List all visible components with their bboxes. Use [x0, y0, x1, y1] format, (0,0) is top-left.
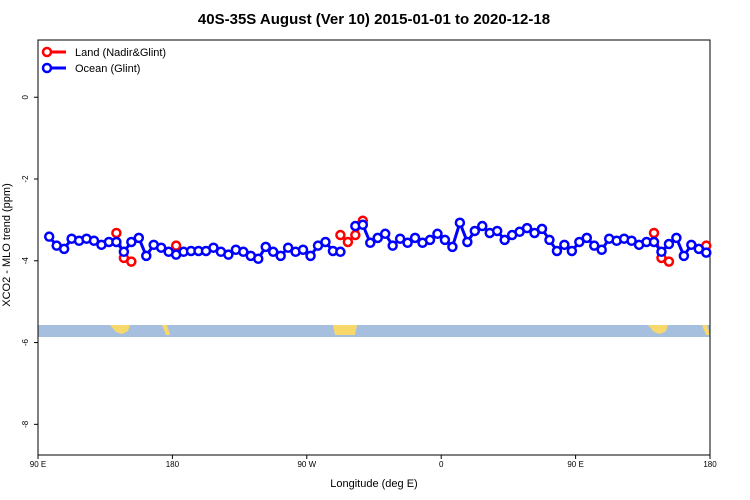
- data-point: [282, 242, 294, 253]
- data-point: [170, 240, 182, 251]
- data-point: [58, 243, 70, 255]
- data-point: [544, 234, 555, 246]
- x-tick-label: 180: [166, 460, 180, 469]
- data-point: [499, 234, 510, 246]
- data-point: [701, 247, 712, 258]
- data-point: [648, 227, 660, 239]
- data-point: [574, 236, 585, 248]
- data-point: [536, 223, 548, 235]
- data-point: [394, 233, 406, 244]
- data-point: [342, 236, 354, 248]
- data-point: [379, 228, 391, 240]
- data-point: [678, 250, 690, 262]
- data-point: [275, 250, 286, 262]
- data-point: [663, 256, 675, 267]
- y-tick-label: -4: [21, 257, 30, 265]
- x-tick-label: 180: [703, 460, 717, 469]
- data-point: [133, 232, 145, 244]
- data-point: [238, 246, 249, 258]
- data-point: [559, 239, 570, 251]
- data-point: [335, 229, 346, 241]
- x-axis-label: Longitude (deg E): [330, 478, 417, 490]
- y-tick-label: -2: [21, 175, 30, 183]
- data-point: [335, 246, 346, 258]
- data-point: [111, 227, 122, 239]
- data-point: [126, 256, 137, 267]
- data-point: [648, 236, 660, 248]
- data-point: [491, 225, 503, 237]
- data-point: [581, 232, 593, 244]
- data-point: [253, 253, 264, 264]
- data-point: [424, 234, 436, 246]
- legend-marker: [41, 62, 53, 74]
- data-point: [297, 244, 309, 255]
- data-point: [350, 229, 361, 241]
- data-point: [155, 242, 167, 253]
- data-point: [521, 222, 533, 234]
- data-point: [88, 235, 100, 247]
- y-tick-label: -6: [21, 338, 30, 346]
- plot-frame: [37, 39, 711, 456]
- data-point: [671, 232, 682, 244]
- data-point: [365, 237, 376, 249]
- land-strip: [38, 325, 710, 337]
- data-point: [529, 227, 540, 239]
- data-point: [439, 234, 451, 246]
- data-point: [260, 241, 271, 253]
- x-tick-label: 0: [439, 460, 444, 469]
- data-point: [372, 232, 383, 244]
- y-tick-label: -8: [21, 420, 30, 428]
- data-point: [402, 237, 413, 249]
- data-point: [663, 238, 675, 250]
- data-point: [551, 245, 563, 257]
- legend-marker: [41, 46, 53, 58]
- data-point: [141, 250, 152, 262]
- data-point: [357, 219, 369, 231]
- data-point: [596, 244, 607, 255]
- data-point: [223, 249, 234, 260]
- data-point: [626, 235, 637, 247]
- data-point: [477, 220, 488, 232]
- legend-label: Land (Nadir&Glint): [75, 47, 166, 59]
- y-tick-label: 0: [21, 94, 30, 99]
- data-point: [469, 225, 481, 237]
- data-point: [686, 239, 697, 251]
- data-point: [432, 228, 443, 240]
- data-point: [462, 236, 473, 248]
- data-point: [454, 217, 466, 229]
- data-point: [656, 246, 667, 258]
- data-point: [208, 242, 219, 253]
- data-point: [387, 240, 398, 251]
- data-point: [126, 236, 137, 248]
- x-tick-label: 90 W: [297, 460, 316, 469]
- data-point: [589, 240, 600, 251]
- data-point: [43, 231, 55, 242]
- x-tick-label: 90 E: [567, 460, 583, 469]
- legend-label: Ocean (Glint): [75, 63, 140, 75]
- data-point: [118, 246, 130, 258]
- data-point: [566, 245, 578, 257]
- data-point: [267, 246, 279, 258]
- y-axis-label: XCO2 - MLO trend (ppm): [1, 183, 13, 306]
- x-tick-label: 90 E: [30, 460, 46, 469]
- data-point: [320, 236, 331, 248]
- data-point: [447, 241, 458, 253]
- chart-title: 40S-35S August (Ver 10) 2015-01-01 to 20…: [198, 11, 550, 28]
- data-point: [305, 250, 316, 262]
- data-point: [111, 236, 122, 248]
- data-point: [409, 232, 421, 244]
